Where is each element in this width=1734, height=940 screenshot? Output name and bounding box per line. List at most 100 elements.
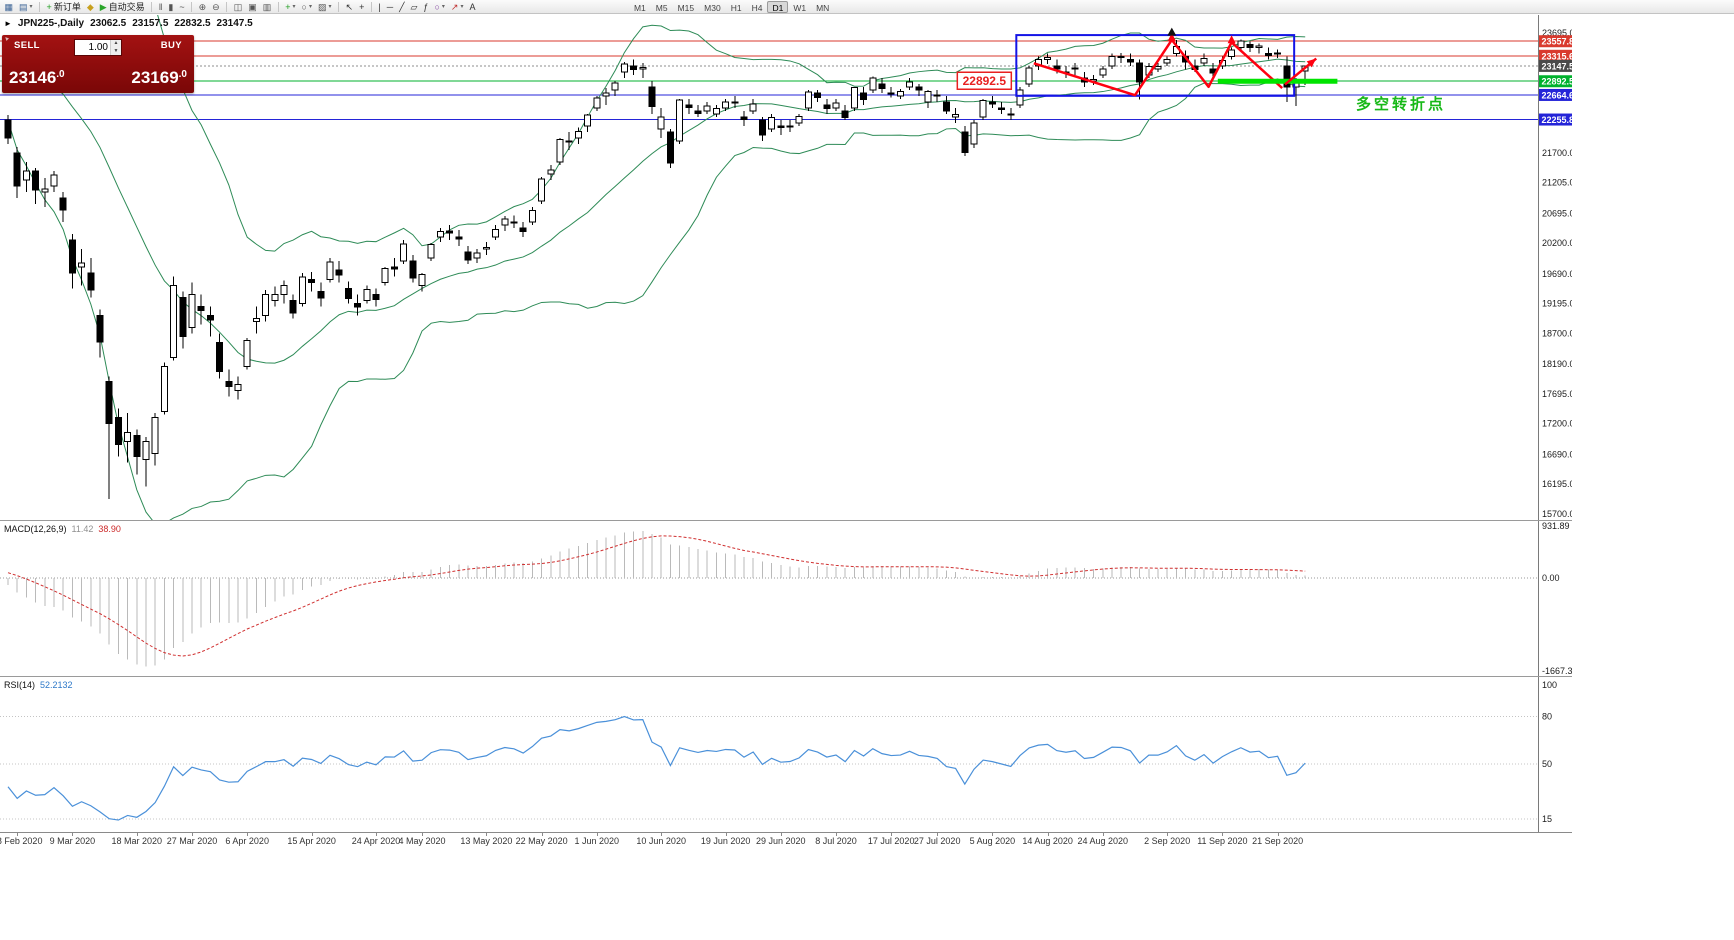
timeframe-m1-button[interactable]: M1 (633, 2, 646, 13)
zoom-out-button[interactable]: ⊖ (210, 1, 223, 13)
main-toolbar: ▦ ▤ ▾ + 新订单 ◆ ▶ 自动交易 ‖ ▮ ~ ⊕ ⊖ ◫ ▣ ▥ + ▾ ○ ▾ ▨ ▾ ↖ + | ─ ╱ ▱ ƒ ○ ▾ ↗ ▾ A M… (0, 0, 1734, 14)
chart-annotations[interactable]: 22892.5 (956, 27, 1338, 97)
timeframe-m15-button[interactable]: M15 (677, 2, 695, 13)
arrows-button-icon: ↗ (450, 1, 459, 12)
cascade-windows-button-icon: ▣ (248, 1, 257, 12)
svg-text:21205.0: 21205.0 (1542, 178, 1572, 188)
metaeditor-button[interactable]: ◆ (84, 1, 96, 13)
timeframe-h4-button[interactable]: H4 (751, 2, 763, 13)
cursor-button[interactable]: ↖ (343, 1, 356, 13)
date-label: 4 May 2020 (398, 836, 446, 846)
chart-profiles-button[interactable]: ▤ ▾ (17, 1, 36, 13)
zigzag-annotation (1033, 38, 1284, 97)
chart-window[interactable]: 22892.5 23695.0 21700.0 21205.0 20695.0 20200… (0, 15, 1572, 848)
timeframe-m30-button[interactable]: M30 (704, 2, 721, 13)
volume-input[interactable] (75, 40, 110, 55)
date-label: 6 Apr 2020 (225, 836, 269, 846)
tile-windows-button[interactable]: ◫ (231, 1, 245, 13)
tile-windows-button-icon: ◫ (233, 1, 243, 12)
ohlc-high: 23157.5 (132, 18, 169, 29)
date-label: 24 Aug 2020 (1077, 836, 1129, 846)
fibonacci-button-icon: ƒ (423, 1, 429, 12)
autotrading-button[interactable]: ▶ 自动交易 (97, 1, 147, 13)
date-tick (72, 833, 74, 836)
indicators-button[interactable]: + ▾ (283, 1, 298, 13)
new-order-button-icon: + (46, 1, 52, 12)
macd-panel[interactable] (0, 531, 1538, 667)
svg-text:50: 50 (1542, 759, 1552, 769)
line-chart-button[interactable]: ~ (177, 1, 187, 13)
price-axis[interactable]: 23695.0 21700.0 21205.0 20695.0 20200.0 19690… (0, 15, 1572, 832)
shapes-button-icon: ○ (434, 1, 440, 12)
date-label: 27 Jul 2020 (913, 836, 961, 846)
crosshair-button[interactable]: + (357, 1, 367, 13)
indicators-button-caret-icon: ▾ (292, 4, 296, 10)
date-tick (992, 833, 994, 836)
date-label: 13 May 2020 (460, 836, 513, 846)
templates-button[interactable]: ▨ ▾ (316, 1, 335, 13)
date-label: 21 Sep 2020 (1252, 836, 1304, 846)
date-label: 9 Mar 2020 (49, 836, 96, 846)
arrange-windows-button[interactable]: ▥ (260, 1, 274, 13)
autotrading-button-label: 自动交易 (108, 2, 145, 12)
periods-button[interactable]: ○ ▾ (299, 1, 314, 13)
svg-text:931.89: 931.89 (1542, 521, 1570, 531)
templates-button-icon: ▨ (318, 1, 327, 12)
date-label: 29 Jun 2020 (756, 836, 806, 846)
volume-down-button[interactable]: ▼ (111, 47, 121, 55)
timeframe-d1-button[interactable]: D1 (767, 0, 789, 13)
date-tick (422, 833, 423, 836)
templates-button-caret-icon: ▾ (328, 4, 332, 10)
toolbar-separator (370, 1, 372, 12)
zoom-in-button-icon: ⊕ (198, 1, 207, 12)
cascade-windows-button[interactable]: ▣ (246, 1, 260, 13)
timeframe-mn-button[interactable]: MN (816, 2, 830, 13)
timeframe-m5-button[interactable]: M5 (655, 2, 668, 13)
macd-signal-value: 38.90 (98, 524, 121, 534)
date-label: 11 Sep 2020 (1197, 836, 1248, 846)
timeframe-h1-button[interactable]: H1 (730, 2, 742, 13)
horizontal-line-button[interactable]: ─ (384, 1, 395, 13)
new-chart-button[interactable]: ▦ (2, 1, 16, 13)
annotation-text[interactable]: 多空转折点 (1356, 96, 1447, 113)
timeframe-w1-button[interactable]: W1 (793, 2, 807, 13)
svg-text:22664.6: 22664.6 (1542, 90, 1573, 100)
date-tick (136, 833, 138, 836)
toolbar-separator (151, 1, 153, 12)
candlestick-chart-button[interactable]: ▮ (166, 1, 176, 13)
rsi-panel[interactable] (0, 715, 1538, 821)
svg-text:21700.0: 21700.0 (1542, 148, 1572, 158)
vertical-line-button-icon: | (378, 1, 381, 12)
bar-chart-button[interactable]: ‖ (156, 1, 165, 13)
new-order-button[interactable]: + 新订单 (44, 1, 83, 13)
date-label: 1 Jun 2020 (574, 836, 620, 846)
price-tag-box (956, 71, 1013, 90)
channel-button-icon: ▱ (410, 1, 418, 12)
zoom-in-button[interactable]: ⊕ (196, 1, 209, 13)
buy-button[interactable]: BUY 23169.0 (108, 35, 194, 93)
svg-text:20200.0: 20200.0 (1542, 238, 1572, 248)
shapes-button[interactable]: ○ ▾ (432, 1, 447, 13)
text-button[interactable]: A (467, 1, 478, 13)
toolbar-separator (226, 1, 228, 12)
sell-label: SELL (14, 40, 40, 51)
fibonacci-button[interactable]: ƒ (421, 1, 431, 13)
trendline-button[interactable]: ╱ (397, 1, 407, 13)
date-label: 5 Aug 2020 (969, 836, 1016, 846)
date-tick (192, 833, 193, 836)
vertical-line-button[interactable]: | (376, 1, 383, 13)
volume-up-button[interactable]: ▲ (111, 40, 121, 48)
arrows-button[interactable]: ↗ ▾ (448, 1, 466, 13)
svg-text:100: 100 (1542, 680, 1557, 690)
chart-canvas[interactable]: 22892.5 23695.0 21700.0 21205.0 20695.0 20200… (0, 15, 1572, 833)
new-order-button-label: 新订单 (53, 2, 81, 12)
sell-button[interactable]: SELL 23146.0 (2, 35, 88, 93)
svg-text:-1667.31: -1667.31 (1542, 666, 1572, 676)
date-label: 22 May 2020 (515, 836, 568, 846)
channel-button[interactable]: ▱ (408, 1, 420, 13)
date-tick (836, 833, 837, 836)
svg-text:16690.0: 16690.0 (1542, 449, 1572, 459)
price-tag-text: 22892.5 (963, 74, 1007, 88)
